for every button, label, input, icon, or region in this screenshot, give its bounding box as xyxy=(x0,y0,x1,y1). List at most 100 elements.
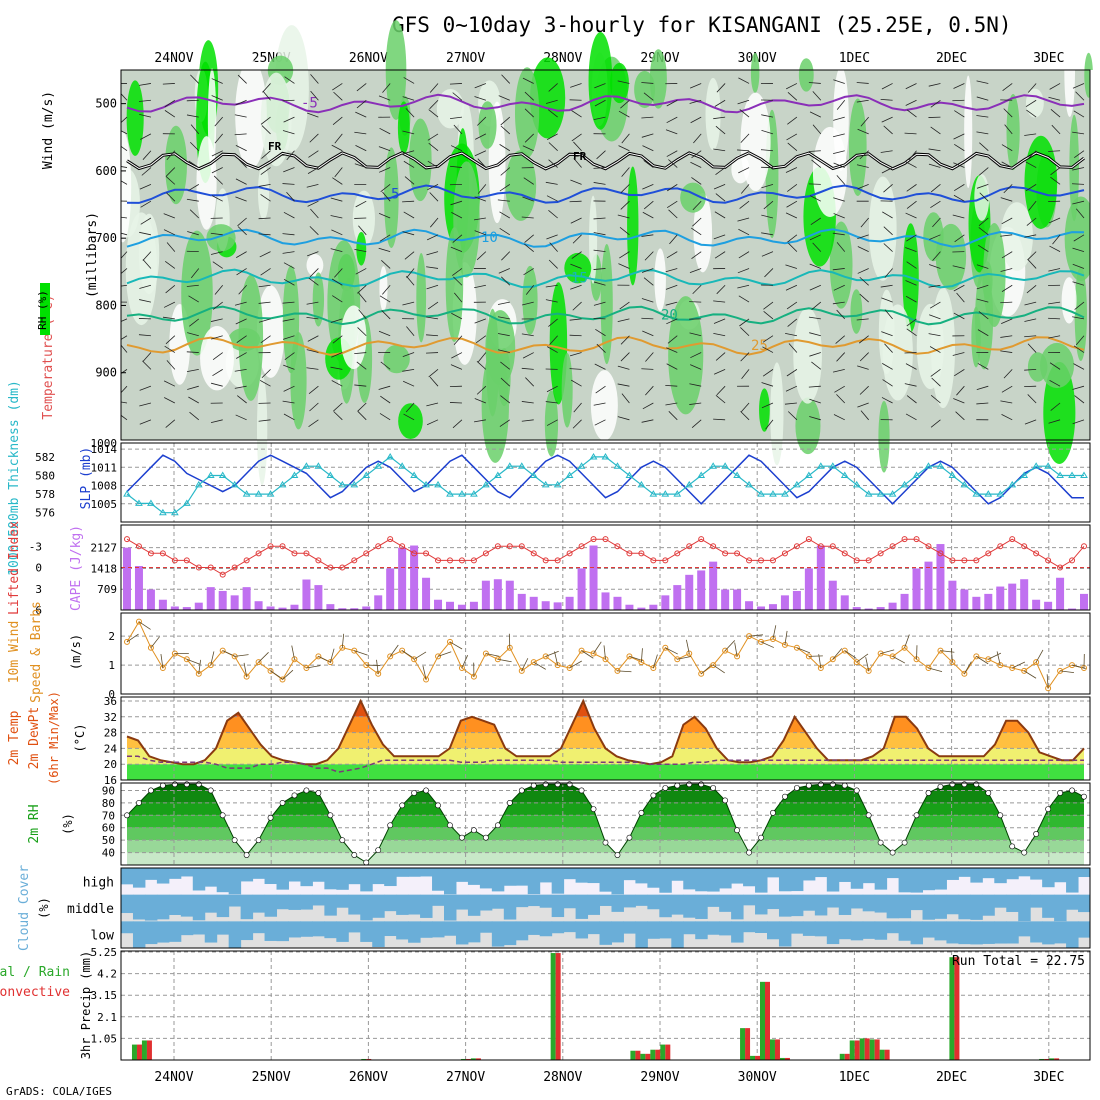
wind-barb xyxy=(737,149,750,152)
cloud-cover-bar xyxy=(168,921,182,942)
wind-barb-10m xyxy=(341,633,345,648)
wind-barb xyxy=(548,142,558,152)
rh-contour-cell xyxy=(260,72,292,167)
wind-barb xyxy=(593,217,606,220)
wind-barb xyxy=(953,83,965,89)
cape-bar xyxy=(218,590,227,610)
wind-barb xyxy=(237,158,247,168)
wind-barb xyxy=(880,98,893,101)
cloud-cover-bar xyxy=(144,921,158,945)
wind-barb xyxy=(380,361,391,370)
wind-barb xyxy=(739,318,750,327)
wind-barb xyxy=(1001,144,1013,152)
wind-barb xyxy=(620,200,630,210)
wind-barb xyxy=(952,265,965,269)
rh-contour-cell xyxy=(290,331,307,430)
li-marker xyxy=(399,543,406,550)
wind-speed-marker xyxy=(925,664,932,671)
cloud-cover-bar xyxy=(551,894,565,918)
wind-speed-marker xyxy=(327,659,334,666)
thickness-marker xyxy=(242,490,251,497)
li-marker xyxy=(291,550,298,557)
rh-contour-cell xyxy=(235,59,267,169)
rh-marker xyxy=(829,781,836,788)
wind-barb xyxy=(833,162,845,168)
wind-barb xyxy=(884,309,893,320)
cloud-cover-bar xyxy=(300,921,313,937)
wind-barb xyxy=(761,402,774,409)
li-marker xyxy=(758,557,765,564)
wind-barb xyxy=(716,284,726,295)
wind-barb xyxy=(523,177,534,185)
rh-marker xyxy=(136,799,142,806)
li-marker xyxy=(710,543,717,550)
wind-barb xyxy=(643,277,654,286)
wind-barb xyxy=(1027,251,1037,261)
thickness-marker xyxy=(685,480,694,488)
thickness-marker xyxy=(793,480,801,488)
precip-total-bar xyxy=(650,1049,656,1060)
wind-barb xyxy=(976,298,989,303)
wind-barb xyxy=(691,177,702,185)
wind-barb xyxy=(357,411,367,421)
pressure-tick-label: 1000 xyxy=(91,437,118,450)
wind-barb xyxy=(1050,176,1061,185)
rh-marker xyxy=(1021,849,1028,856)
li-marker xyxy=(746,557,753,564)
thickness-marker xyxy=(625,471,634,479)
wind-barb xyxy=(190,141,200,152)
wind-barb xyxy=(330,366,343,370)
wind-barb xyxy=(1048,419,1061,424)
isotherm-line xyxy=(126,336,1085,356)
cloud-cover-bar xyxy=(922,894,935,920)
li-marker xyxy=(949,557,956,564)
wind-barb xyxy=(474,96,487,101)
wind-barb xyxy=(379,127,391,135)
wind-barb xyxy=(905,212,917,219)
cloud-cover-bar xyxy=(396,894,409,915)
li-marker xyxy=(147,550,154,557)
wind-barb-10m xyxy=(1035,649,1044,663)
wind-barb xyxy=(905,413,917,421)
isotherm-line xyxy=(126,93,1085,114)
wind-barb xyxy=(477,184,487,194)
wind-barb xyxy=(573,141,582,151)
cloud-cover-bar xyxy=(467,921,481,943)
wind-barb xyxy=(521,419,534,422)
wind-barb xyxy=(1075,208,1085,219)
precip-convective-bar xyxy=(874,1039,880,1060)
thickness-marker xyxy=(374,462,383,469)
cape-bar xyxy=(792,590,801,610)
cloud-cover-bar xyxy=(396,868,409,877)
precip-convective-bar xyxy=(366,1058,372,1060)
rh-marker xyxy=(674,782,681,789)
wind-barb xyxy=(499,211,511,219)
wind-barb xyxy=(262,83,271,93)
wind-barb xyxy=(787,142,798,152)
wind-barb xyxy=(1024,335,1037,338)
cloud-cover-bar xyxy=(444,921,457,936)
wind-barb xyxy=(331,278,343,286)
rh-contour-cell xyxy=(750,52,760,93)
cloud-cover-bar xyxy=(527,868,541,895)
thickness-marker xyxy=(194,480,203,488)
wind-barb xyxy=(1001,413,1013,421)
slp-frame xyxy=(120,442,1091,523)
wind-barb xyxy=(665,284,678,290)
wind-barb xyxy=(283,278,295,286)
cape-bar xyxy=(780,595,789,610)
wind-barb xyxy=(786,301,798,310)
wind-barb xyxy=(524,234,534,243)
wind-barb xyxy=(451,352,463,359)
cloud-cover-bar xyxy=(455,894,469,910)
wind-barb-10m xyxy=(808,655,823,657)
wind-barb xyxy=(785,212,798,219)
wind-barb xyxy=(740,352,750,362)
rh-marker xyxy=(327,812,334,819)
wind-barb xyxy=(881,116,893,123)
li-marker xyxy=(327,564,334,571)
wind-barb xyxy=(593,301,606,306)
wind-barb xyxy=(833,79,845,84)
cloud-cover-bar xyxy=(192,868,206,891)
li-marker xyxy=(662,557,669,564)
